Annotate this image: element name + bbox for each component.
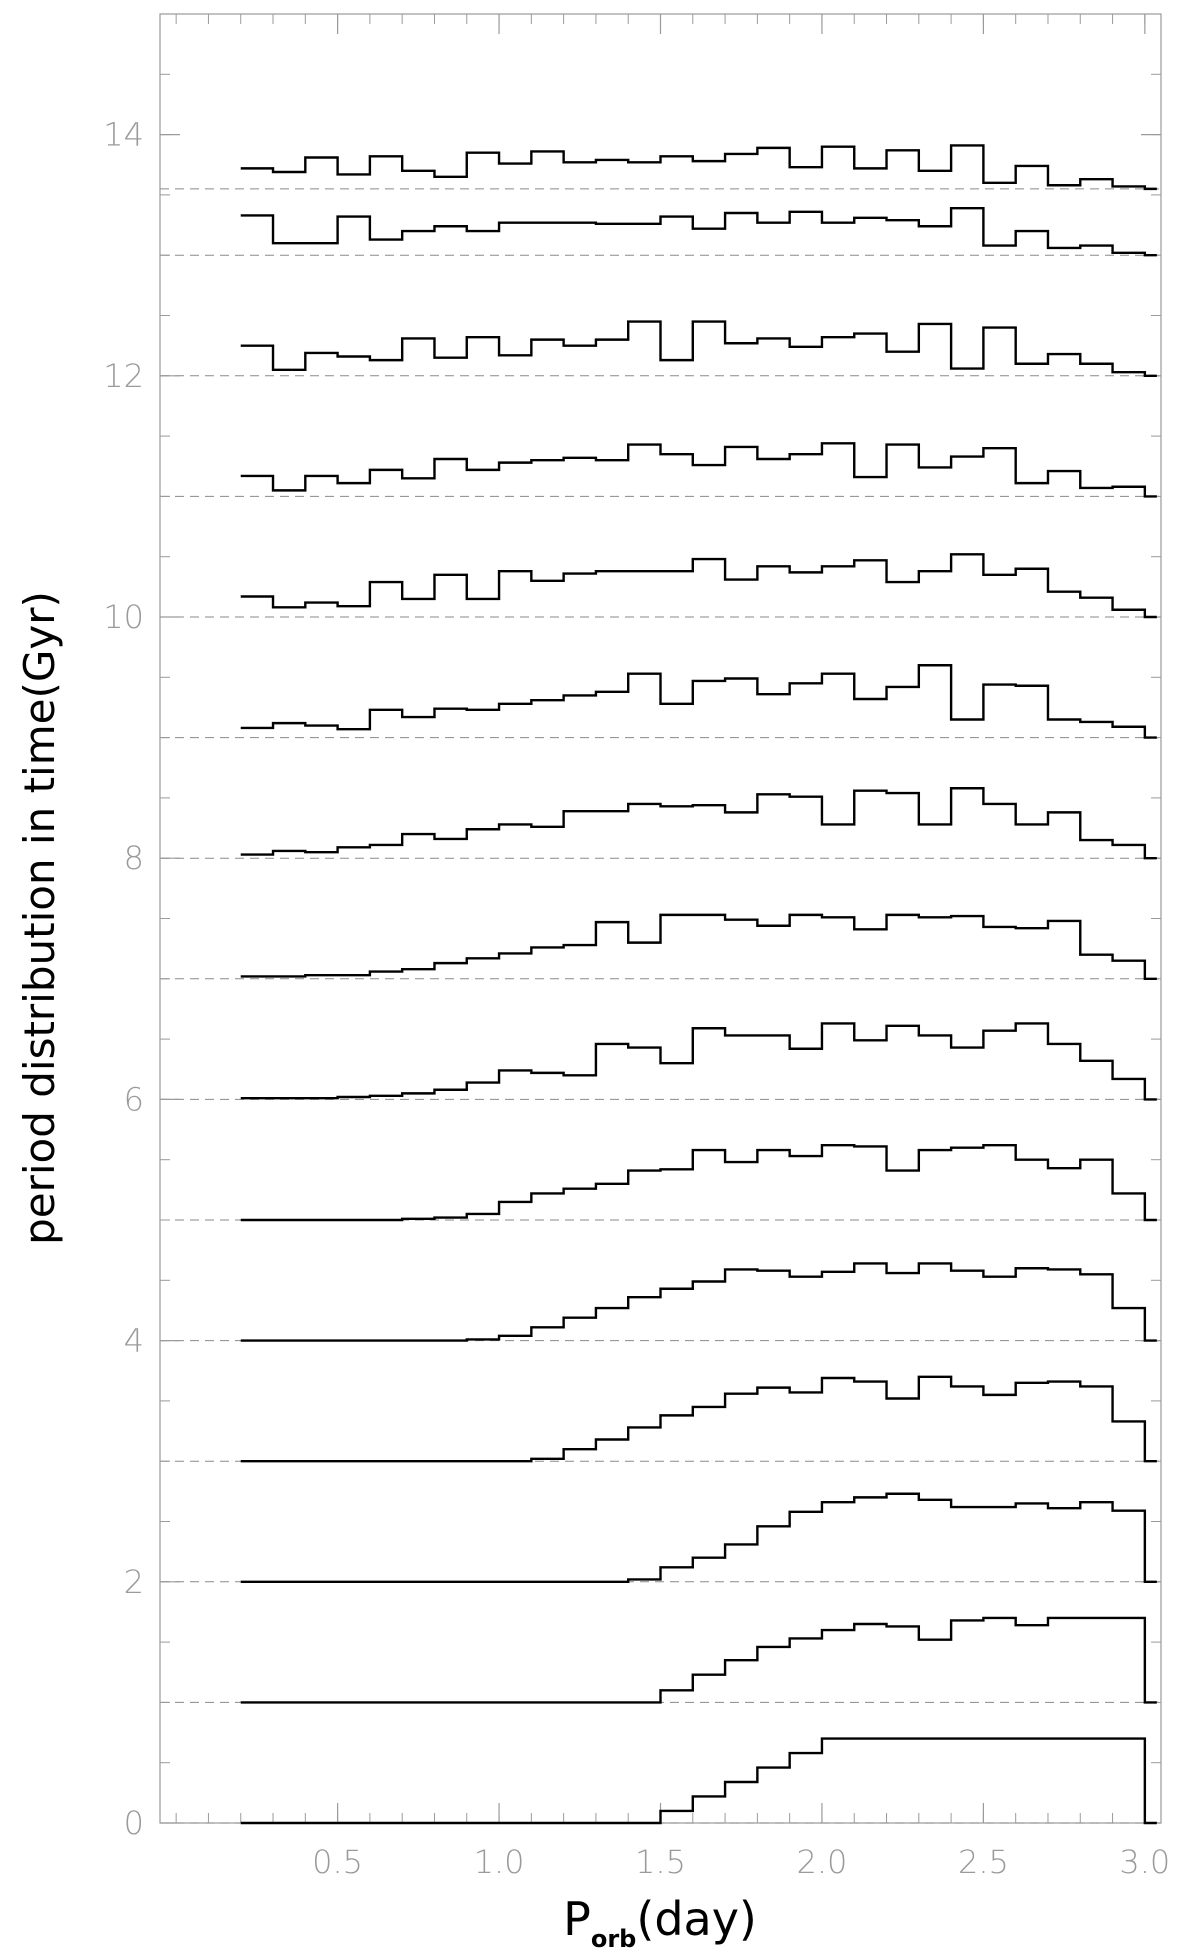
- histogram-step-line-10: [240, 553, 1157, 619]
- x-tick-label: 3.0: [1119, 1843, 1170, 1881]
- histogram-step-line-3: [240, 1375, 1157, 1463]
- histogram-step-line-0: [240, 1737, 1157, 1825]
- x-tick-label: 0.5: [312, 1843, 363, 1881]
- histogram-step-line-8: [240, 787, 1157, 860]
- x-tick-label: 2.0: [797, 1843, 848, 1881]
- y-tick-label: 4: [124, 1322, 144, 1360]
- x-axis-title-unit: (day): [636, 1892, 757, 1946]
- y-tick-label: 6: [124, 1080, 144, 1118]
- histogram-step-line-14: [240, 144, 1157, 191]
- histogram-step-line-4: [240, 1262, 1157, 1342]
- major-ticks: [160, 14, 1161, 1824]
- y-tick-label: 2: [124, 1563, 144, 1601]
- histogram-step-line-13: [240, 206, 1157, 257]
- histogram-step-line-7: [240, 913, 1157, 980]
- histogram-step-line-2: [240, 1492, 1157, 1583]
- x-axis-title: Porb(day): [563, 1892, 757, 1953]
- histogram-step-line-5: [240, 1144, 1157, 1222]
- x-tick-labels: 0.5 1.0 1.5 2.0 2.5 3.0: [312, 1843, 1170, 1881]
- x-tick-label: 1.0: [474, 1843, 525, 1881]
- series: [240, 144, 1157, 1825]
- x-axis-title-sub: orb: [591, 1925, 637, 1953]
- y-tick-labels: 0 2 4 6 8 10 12 14: [103, 116, 144, 1842]
- y-tick-label: 14: [103, 116, 144, 154]
- x-axis-title-main: P: [563, 1892, 591, 1946]
- histogram-step-line-12: [240, 320, 1157, 377]
- y-tick-label: 0: [124, 1804, 144, 1842]
- x-tick-label: 2.5: [958, 1843, 1009, 1881]
- y-tick-label: 8: [124, 839, 144, 877]
- y-tick-label: 10: [103, 598, 144, 636]
- histogram-step-line-9: [240, 664, 1157, 739]
- x-tick-label: 1.5: [635, 1843, 686, 1881]
- histogram-step-line-1: [240, 1616, 1157, 1704]
- histogram-step-line-11: [240, 442, 1157, 498]
- y-tick-label: 12: [103, 357, 144, 395]
- histogram-step-line-6: [240, 1022, 1157, 1101]
- y-axis-title: period distribution in time(Gyr): [15, 591, 64, 1245]
